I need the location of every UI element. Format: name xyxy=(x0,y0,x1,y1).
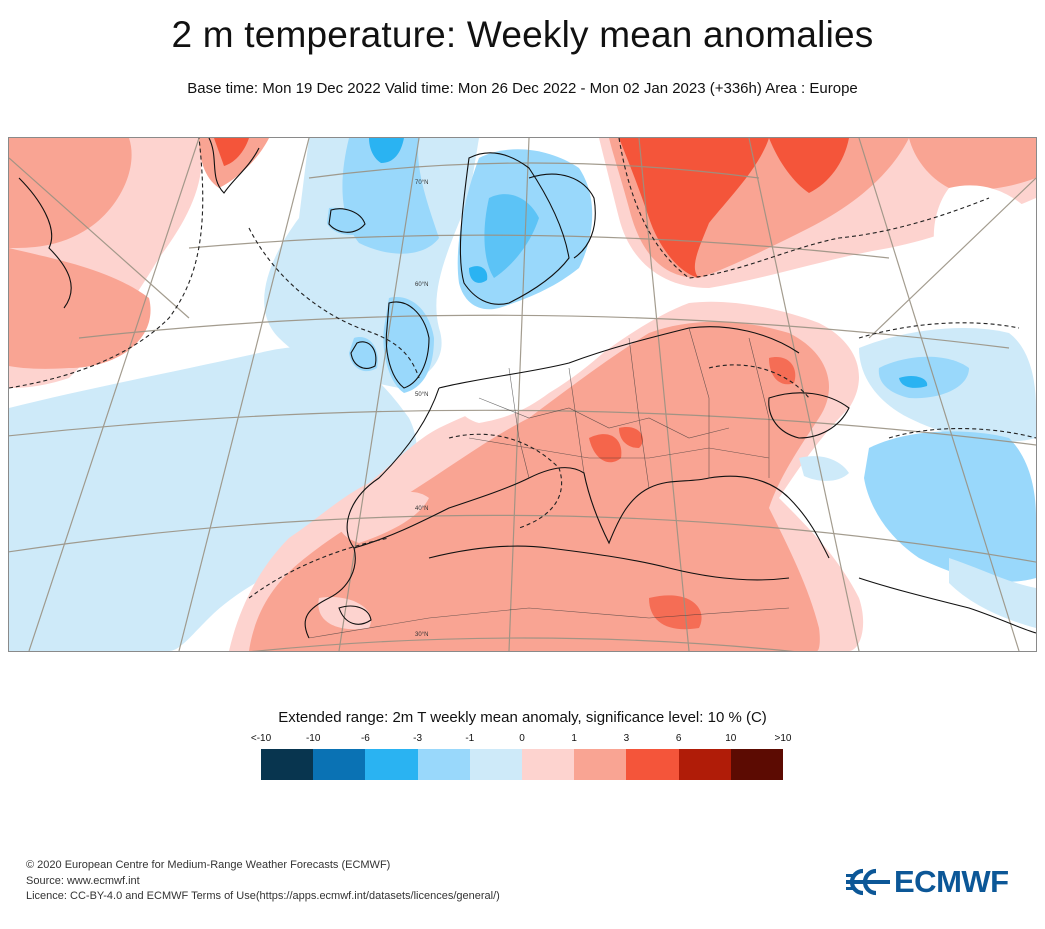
licence-text: Licence: CC-BY-4.0 and ECMWF Terms of Us… xyxy=(26,890,500,902)
copyright-text: © 2020 European Centre for Medium-Range … xyxy=(26,859,391,871)
legend-tick: <-10 xyxy=(250,733,272,744)
chart-title: 2 m temperature: Weekly mean anomalies xyxy=(171,14,874,55)
legend-swatch xyxy=(730,749,784,780)
legend-tick: 3 xyxy=(623,733,630,744)
legend-swatch xyxy=(574,749,627,780)
ecmwf-logo-icon xyxy=(846,868,890,896)
legend-swatch xyxy=(417,749,470,780)
lat-label-60n: 60°N xyxy=(415,282,428,288)
ecmwf-logo-text: ECMWF xyxy=(894,864,1009,899)
legend-swatch xyxy=(313,749,366,780)
legend-swatch xyxy=(261,749,314,780)
ecmwf-logo: ECMWF xyxy=(846,862,1009,902)
legend-tick: -10 xyxy=(305,733,321,744)
legend-swatch xyxy=(365,749,418,780)
legend-color-bar xyxy=(261,749,784,780)
legend-tick: 0 xyxy=(519,733,525,744)
chart-subtitle: Base time: Mon 19 Dec 2022 Valid time: M… xyxy=(187,80,858,97)
lat-label-70n: 70°N xyxy=(415,180,428,186)
legend-swatch xyxy=(522,749,575,780)
legend-ticks: <-10 -10 -6 -3 -1 0 1 3 6 10 >10 xyxy=(251,733,792,747)
legend-swatch xyxy=(626,749,679,780)
legend-tick: -6 xyxy=(360,733,370,744)
legend-tick: >10 xyxy=(774,733,792,744)
legend-swatch xyxy=(678,749,731,780)
footer: © 2020 European Centre for Medium-Range … xyxy=(26,858,500,905)
legend-tick: 1 xyxy=(571,733,577,744)
legend-tick: -1 xyxy=(465,733,475,744)
lat-label-30n: 30°N xyxy=(415,632,428,638)
legend-tick: 6 xyxy=(675,733,682,744)
lat-label-40n: 40°N xyxy=(415,506,428,512)
source-text: Source: www.ecmwf.int xyxy=(26,874,140,887)
legend-tick: 10 xyxy=(725,733,737,744)
legend-title: Extended range: 2m T weekly mean anomaly… xyxy=(278,709,767,726)
anomaly-map: 70°N 60°N 50°N 40°N 30°N xyxy=(8,137,1037,652)
map-canvas: 70°N 60°N 50°N 40°N 30°N xyxy=(9,138,1036,651)
legend-tick: -3 xyxy=(413,733,423,744)
legend-swatch xyxy=(469,749,523,780)
lat-label-50n: 50°N xyxy=(415,392,428,398)
